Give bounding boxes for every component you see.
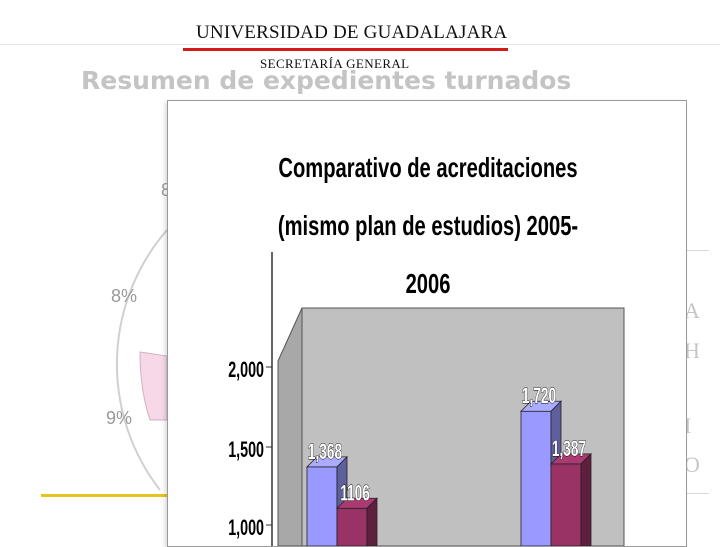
y-tick-label-2: 1,500 xyxy=(228,437,264,462)
header-band xyxy=(0,0,720,45)
side-letter-4: O xyxy=(684,452,700,477)
bar-side-2-2 xyxy=(580,452,592,546)
chart-title: Comparativo de acreditaciones (mismo pla… xyxy=(277,152,579,299)
pie-slice-pink xyxy=(139,351,168,421)
data-label-1-2: 1106 xyxy=(340,480,370,505)
plot-side-wall xyxy=(277,307,303,546)
accent-line xyxy=(41,494,169,497)
side-letter-1: A xyxy=(684,298,700,323)
data-label-1-1: 1,368 xyxy=(308,438,342,463)
bar-1-2 xyxy=(336,507,368,546)
pie-label-1: 8 xyxy=(161,180,172,200)
pie-outline xyxy=(115,229,168,491)
data-label-2-1: 1,720 xyxy=(522,383,556,408)
y-tick-label-1: 2,000 xyxy=(228,357,264,382)
bar-2-2 xyxy=(550,463,582,546)
department-name: SECRETARÍA GENERAL xyxy=(260,56,410,71)
bar-chart: 2,000 1,500 1,000 1,368 1106 1,720 1,387 xyxy=(228,252,625,546)
side-letter-2: H xyxy=(684,338,700,363)
pie-label-2: 8% xyxy=(111,286,138,306)
y-tick-label-3: 1,000 xyxy=(228,515,264,540)
bar-2-1 xyxy=(520,410,552,546)
header-rule xyxy=(183,48,508,51)
side-letter-3: I xyxy=(684,413,692,438)
bar-side-1-2 xyxy=(366,497,378,546)
background-slide-title: Resumen de expedientes turnados xyxy=(81,66,572,95)
university-name: UNIVERSIDAD DE GUADALAJARA xyxy=(196,22,508,43)
data-label-2-2: 1,387 xyxy=(552,435,586,460)
pie-label-3: 9% xyxy=(106,408,133,428)
chart-popup: Comparativo de acreditaciones (mismo pla… xyxy=(167,100,687,547)
bar-1-1 xyxy=(306,466,338,546)
